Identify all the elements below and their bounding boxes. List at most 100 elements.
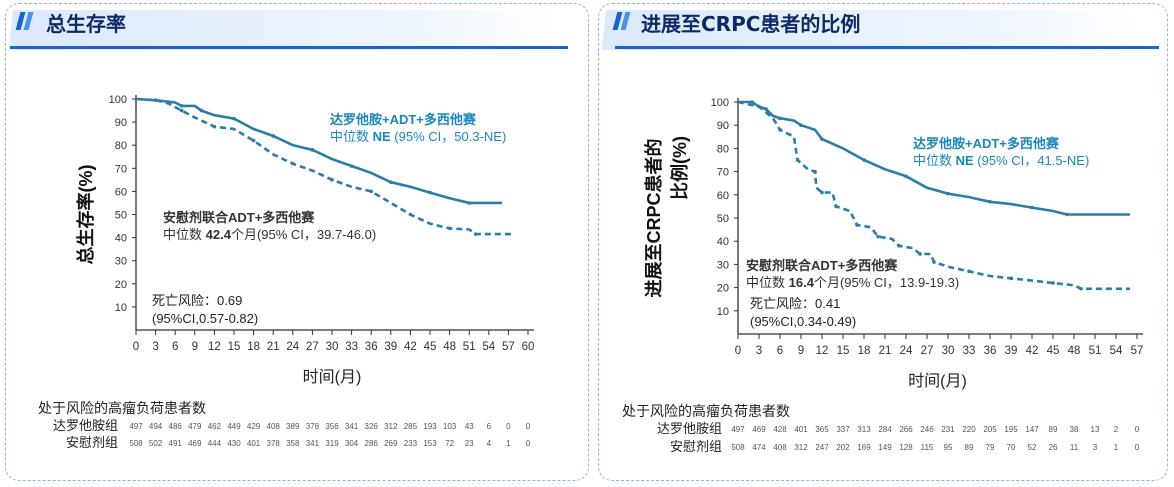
median-part: 中位数 [746, 275, 789, 290]
median-part: NE [956, 153, 974, 168]
censor-mark [820, 137, 824, 141]
x-tick-label: 36 [365, 341, 378, 353]
x-tick-label: 3 [152, 341, 158, 353]
censor-mark [1065, 212, 1069, 217]
risk-value: 430 [227, 439, 241, 448]
risk-value: 462 [208, 422, 222, 431]
median-part: 中位数 [913, 153, 956, 168]
y-axis-label: 总生存率(%) [75, 165, 96, 265]
censor-mark [212, 124, 217, 129]
y-tick-label: 20 [115, 279, 127, 291]
risk-value: 428 [773, 425, 787, 434]
censor-mark [778, 128, 782, 132]
censor-mark [834, 204, 838, 209]
x-tick-label: 45 [424, 341, 437, 353]
risk-value: 38 [1070, 425, 1079, 434]
censor-mark [467, 201, 472, 205]
x-tick-label: 24 [286, 341, 299, 353]
censor-mark [232, 116, 236, 121]
x-tick-label: 33 [963, 345, 976, 357]
risk-value: 6 [487, 422, 492, 431]
censor-mark [271, 134, 276, 138]
censor-mark [988, 199, 992, 204]
risk-value: 266 [899, 425, 913, 434]
x-tick-label: 54 [482, 341, 495, 353]
risk-value: 26 [1049, 443, 1058, 452]
risk-value: 444 [208, 439, 222, 448]
censor-mark [251, 138, 256, 143]
censor-mark [428, 190, 432, 195]
risk-value: 0 [1135, 443, 1140, 452]
risk-row-label: 达罗他胺组 [53, 418, 118, 433]
y-tick-label: 90 [717, 120, 729, 132]
median-part: 个月(95% CI，13.9-19.3) [814, 275, 959, 290]
y-tick-label: 30 [115, 256, 127, 268]
x-tick-label: 9 [798, 345, 804, 357]
x-tick-label: 60 [522, 341, 535, 353]
y-tick-label: 10 [115, 302, 127, 314]
risk-value: 89 [965, 443, 974, 452]
risk-value: 479 [188, 422, 202, 431]
risk-value: 502 [149, 439, 163, 448]
risk-value: 128 [899, 443, 913, 452]
x-tick-label: 9 [192, 341, 198, 353]
risk-value: 284 [878, 425, 892, 434]
darolutamide-label: 达罗他胺+ADT+多西他赛 [913, 136, 1060, 151]
censor-mark [1079, 286, 1083, 291]
os-panel: 总生存率 [5, 3, 589, 481]
y-tick-label: 70 [115, 163, 127, 175]
risk-value: 115 [921, 443, 934, 452]
risk-value: 486 [169, 422, 183, 431]
x-tick-label: 0 [735, 345, 741, 357]
median-part: NE [373, 129, 391, 144]
censor-mark [897, 244, 901, 248]
hazard-ratio: 死亡风险：0.41 [750, 296, 840, 311]
placebo-label: 安慰剂联合ADT+多西他赛 [746, 258, 898, 273]
x-tick-label: 57 [502, 341, 515, 353]
risk-value: 508 [129, 439, 143, 448]
risk-table-title: 处于风险的高瘤负荷患者数 [38, 401, 206, 417]
risk-value: 449 [227, 422, 241, 431]
x-tick-label: 27 [306, 341, 319, 353]
risk-value: 0 [1135, 425, 1140, 434]
y-tick-label: 20 [717, 283, 729, 295]
risk-value: 0 [526, 422, 531, 431]
risk-value: 312 [384, 422, 398, 431]
hazard-ratio-ci: (95%CI,0.34-0.49) [750, 314, 856, 329]
risk-value: 319 [325, 439, 339, 448]
risk-value: 508 [731, 443, 745, 452]
censor-mark [349, 164, 354, 168]
x-tick-label: 48 [443, 341, 456, 353]
risk-value: 79 [986, 443, 995, 452]
censor-mark [330, 178, 334, 182]
x-tick-label: 18 [858, 345, 871, 357]
y-tick-label: 40 [717, 236, 729, 248]
x-tick-label: 12 [816, 345, 829, 357]
x-tick-label: 21 [879, 345, 892, 357]
censor-mark [932, 260, 936, 264]
risk-value: 23 [465, 439, 474, 448]
censor-mark [813, 169, 817, 174]
risk-value: 408 [773, 443, 787, 452]
risk-value: 341 [345, 422, 359, 431]
censor-mark [199, 108, 204, 113]
risk-value: 153 [423, 439, 437, 448]
censor-mark [1009, 276, 1013, 281]
censor-mark [179, 104, 184, 108]
risk-value: 246 [920, 425, 934, 434]
median-text: 中位数 42.4个月(95% CI，39.7-46.0) [163, 227, 376, 242]
x-tick-label: 27 [921, 345, 934, 357]
y-tick-label: 60 [115, 186, 127, 198]
title-underline [615, 46, 1159, 49]
placebo-label: 安慰剂联合ADT+多西他赛 [163, 210, 315, 225]
x-tick-label: 45 [1047, 345, 1060, 357]
censor-mark [757, 104, 761, 109]
risk-value: 2 [1114, 425, 1119, 434]
censor-mark [764, 107, 768, 111]
hazard-ratio-ci: (95%CI,0.57-0.82) [152, 311, 258, 326]
censor-mark [447, 226, 452, 231]
censor-mark [1051, 281, 1055, 285]
y-tick-label: 30 [717, 259, 729, 271]
risk-value: 4 [487, 439, 492, 448]
risk-value: 95 [944, 443, 953, 452]
